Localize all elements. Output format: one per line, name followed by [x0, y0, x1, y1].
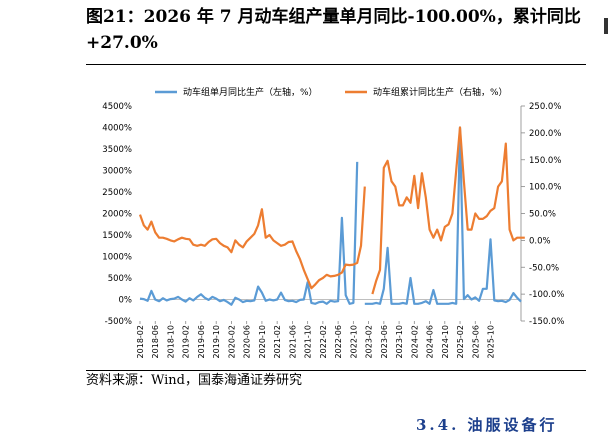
chart-series	[138, 126, 525, 306]
right-tick-label: 50.0%	[529, 210, 556, 220]
left-tick-label: 3000%	[102, 167, 132, 177]
x-tick-label: 2023-02	[365, 325, 374, 358]
x-tick-label: 2020-10	[258, 325, 267, 358]
x-tick-label: 2018-10	[166, 325, 175, 358]
monthly-yoy-line	[139, 161, 359, 306]
x-tick-label: 2019-02	[182, 325, 191, 358]
source-rule	[86, 370, 586, 371]
cumulative-yoy-line	[138, 186, 366, 290]
x-tick-label: 2024-02	[410, 325, 419, 358]
chart: -500% 0% 500% 1000% 1500% 2000% 2500% 3000% 3500…	[102, 86, 564, 358]
adjacent-column-edge	[604, 18, 608, 34]
left-tick-label: -500%	[105, 317, 132, 327]
x-tick-label: 2025-06	[471, 325, 480, 358]
legend-label: 动车组累计同比生产（右轴，%）	[373, 86, 508, 98]
right-tick-label: 250.0%	[529, 102, 561, 112]
cumulative-yoy-line	[371, 126, 525, 295]
left-tick-label: 1500%	[102, 231, 132, 241]
right-tick-label: 100.0%	[529, 183, 561, 193]
figure-title: 图21：2026 年 7 月动车组产量单月同比-100.00%，累计同比+27.…	[86, 7, 581, 53]
x-tick-label: 2019-10	[212, 325, 221, 358]
x-tick-label: 2021-02	[273, 325, 282, 358]
right-tick-label: 200.0%	[529, 129, 561, 139]
x-tick-label: 2018-06	[151, 325, 160, 358]
title-rule	[86, 64, 586, 65]
right-tick-label: -50.0%	[529, 263, 559, 273]
legend-label: 动车组单月同比生产（左轴，%）	[183, 86, 318, 98]
left-tick-label: 2000%	[102, 210, 132, 220]
x-tick-label: 2024-06	[426, 325, 435, 358]
left-tick-label: 4500%	[102, 102, 132, 112]
source-note: 资料来源：Wind，国泰海通证券研究	[86, 373, 302, 388]
right-tick-label: -100.0%	[529, 290, 564, 300]
x-tick-label: 2020-06	[243, 325, 252, 358]
x-tick-label: 2019-06	[197, 325, 206, 358]
left-tick-label: 2500%	[102, 188, 132, 198]
chart-axes: -500% 0% 500% 1000% 1500% 2000% 2500% 3000% 3500…	[102, 102, 564, 358]
monthly-yoy-line	[364, 126, 522, 305]
left-tick-label: 4000%	[102, 124, 132, 134]
left-tick-label: 1000%	[102, 253, 132, 263]
x-tick-label: 2021-06	[288, 325, 297, 358]
x-tick-label: 2020-02	[227, 325, 236, 358]
left-tick-label: 3500%	[102, 145, 132, 155]
x-tick-label: 2023-06	[380, 325, 389, 358]
x-tick-label: 2021-10	[304, 325, 313, 358]
left-tick-label: 0%	[119, 296, 133, 306]
right-tick-label: 150.0%	[529, 156, 561, 166]
x-tick-label: 2024-10	[441, 325, 450, 358]
x-tick-label: 2023-10	[395, 325, 404, 358]
chart-legend: 动车组单月同比生产（左轴，%） 动车组累计同比生产（右轴，%）	[155, 86, 508, 98]
x-tick-label: 2022-06	[334, 325, 343, 358]
left-tick-label: 500%	[108, 274, 132, 284]
x-tick-label: 2025-10	[487, 325, 496, 358]
x-tick-label: 2022-02	[319, 325, 328, 358]
right-tick-label: 0.0%	[529, 236, 551, 246]
right-tick-label: -150.0%	[529, 317, 564, 327]
x-tick-label: 2025-02	[456, 325, 465, 358]
x-tick-label: 2022-10	[349, 325, 358, 358]
x-tick-label: 2018-02	[136, 325, 145, 358]
